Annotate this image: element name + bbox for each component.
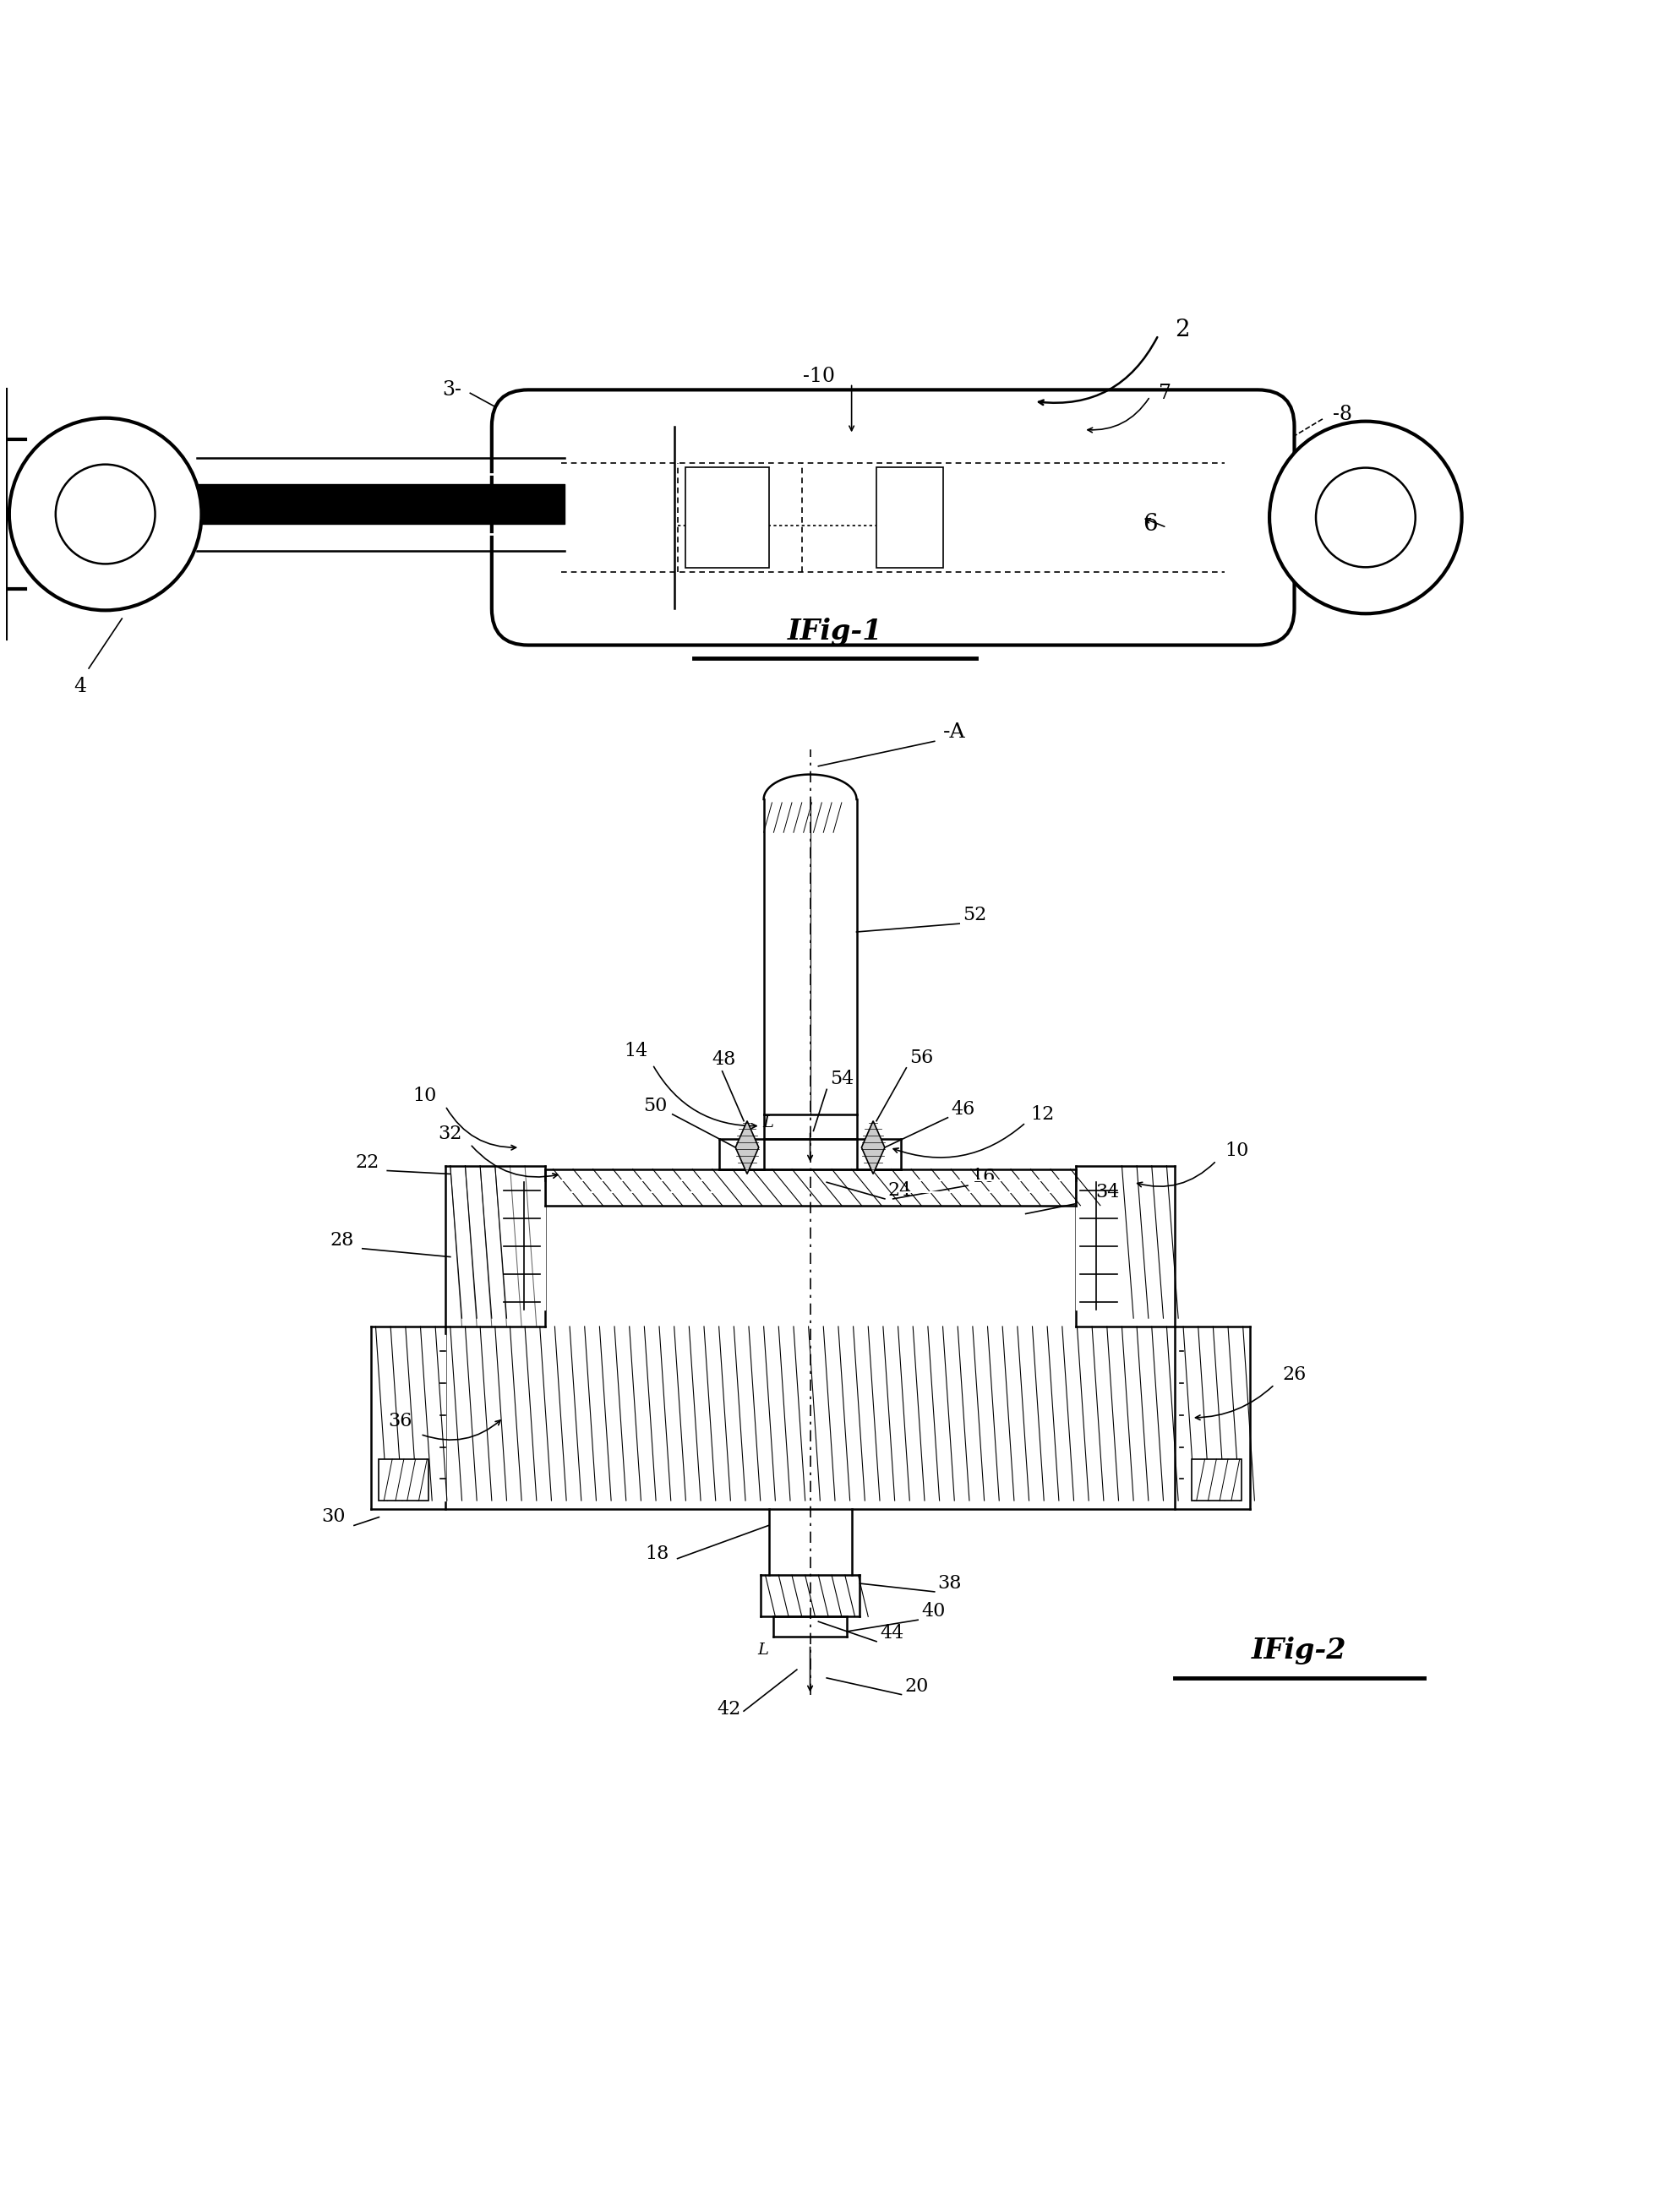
Text: -A: -A — [944, 723, 965, 743]
Text: 42: 42 — [716, 1701, 740, 1719]
Text: 36: 36 — [387, 1411, 412, 1431]
Text: 34: 34 — [1096, 1183, 1119, 1201]
Text: 6: 6 — [1142, 513, 1157, 535]
Text: 56: 56 — [910, 1048, 934, 1066]
Text: 38: 38 — [939, 1575, 962, 1593]
Text: 14: 14 — [623, 1042, 648, 1060]
Circle shape — [10, 418, 202, 611]
Text: 2: 2 — [1176, 319, 1189, 341]
Text: 52: 52 — [962, 907, 987, 925]
Text: 12: 12 — [1030, 1106, 1054, 1124]
Text: 44: 44 — [880, 1624, 903, 1641]
Text: 30: 30 — [322, 1509, 346, 1526]
Bar — [379, 1460, 429, 1500]
Text: 48: 48 — [711, 1051, 736, 1068]
Text: 24: 24 — [888, 1181, 912, 1199]
Text: 4: 4 — [73, 677, 87, 697]
FancyBboxPatch shape — [491, 389, 1294, 646]
Text: 50: 50 — [643, 1097, 668, 1115]
Text: L: L — [763, 1115, 773, 1130]
Text: IFig-2: IFig-2 — [1252, 1637, 1346, 1666]
Text: -10: -10 — [803, 367, 835, 387]
Text: L: L — [758, 1641, 768, 1657]
Text: 32: 32 — [438, 1124, 463, 1144]
Text: 20: 20 — [905, 1677, 929, 1694]
Bar — [877, 467, 944, 568]
Text: IFig-1: IFig-1 — [788, 617, 882, 646]
Text: -8: -8 — [1333, 405, 1353, 425]
Text: 10: 10 — [412, 1086, 438, 1106]
Text: 46: 46 — [952, 1099, 975, 1119]
Circle shape — [1316, 467, 1416, 566]
Text: 18: 18 — [645, 1544, 670, 1564]
Text: 26: 26 — [1283, 1365, 1306, 1385]
Text: 22: 22 — [356, 1152, 379, 1172]
Text: 3-: 3- — [443, 380, 463, 400]
Circle shape — [55, 465, 155, 564]
Text: 10: 10 — [1224, 1141, 1249, 1159]
Polygon shape — [735, 1121, 758, 1175]
Text: 28: 28 — [331, 1230, 354, 1250]
Circle shape — [1269, 420, 1461, 613]
Text: 16: 16 — [970, 1168, 995, 1186]
Bar — [686, 467, 768, 568]
Bar — [1191, 1460, 1241, 1500]
Text: 7: 7 — [1159, 383, 1171, 403]
Polygon shape — [862, 1121, 885, 1175]
Text: 40: 40 — [922, 1601, 945, 1621]
Text: 54: 54 — [830, 1071, 853, 1088]
